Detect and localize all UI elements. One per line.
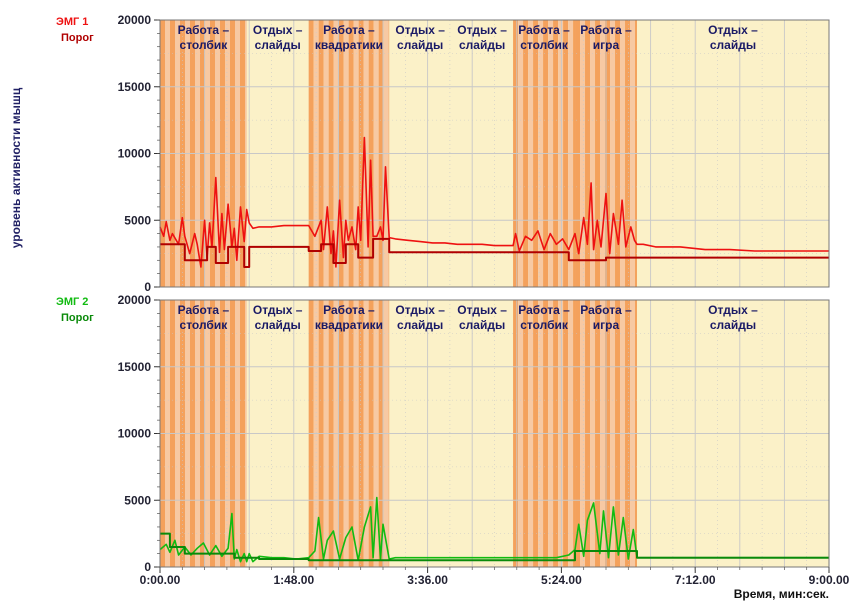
period-label-line2: квадратики [315,38,383,52]
period-label-line1: Работа – [580,23,632,37]
period-label-line2: слайды [710,38,756,52]
period-label-line1: Работа – [178,23,230,37]
threshold-series-line [160,532,829,562]
y-tick-label: 10000 [118,147,152,161]
period-label-line1: Отдых – [253,303,303,317]
y-tick-label: 0 [144,280,151,294]
period-label-line1: Отдых – [395,303,445,317]
period-label-line1: Работа – [178,303,230,317]
period-label-line1: Отдых – [708,23,758,37]
x-tick-label: 7:12.00 [675,573,716,587]
period-label-line2: слайды [255,318,301,332]
period-label-line2: столбик [520,38,569,52]
x-tick-label: 5:24.00 [541,573,582,587]
period-label-line1: Отдых – [457,303,507,317]
period-label-line2: слайды [459,38,505,52]
y-tick-label: 20000 [118,293,152,307]
period-label-line1: Отдых – [395,23,445,37]
x-tick-label: 0:00.00 [140,573,181,587]
y-tick-label: 5000 [124,213,151,227]
y-tick-label: 10000 [118,427,152,441]
x-tick-label: 1:48.00 [273,573,314,587]
period-label-line1: Отдых – [708,303,758,317]
period-label-line2: слайды [710,318,756,332]
period-label-line2: слайды [397,318,443,332]
period-label-line2: игра [593,318,620,332]
legend-threshold-label: Порог [61,312,94,324]
period-label-line2: слайды [255,38,301,52]
period-label-line2: столбик [180,38,229,52]
emg2-series-line [159,496,829,563]
period-label-line2: слайды [397,38,443,52]
y-tick-label: 15000 [118,80,152,94]
period-label-line1: Работа – [518,303,570,317]
legend-series-label: ЭМГ 1 [56,16,88,28]
x-tick-label: 3:36.00 [407,573,448,587]
threshold-series-line [160,237,829,268]
legend-threshold-label: Порог [61,32,94,44]
emg1-series-line [159,136,829,268]
period-label-line2: игра [593,38,620,52]
y-tick-label: 15000 [118,360,152,374]
period-label-line1: Отдых – [457,23,507,37]
period-label-line1: Работа – [323,23,375,37]
y-tick-label: 20000 [118,13,152,27]
period-label-line1: Работа – [580,303,632,317]
y-tick-label: 0 [144,560,151,574]
period-label-line2: столбик [180,318,229,332]
period-label-line2: квадратики [315,318,383,332]
period-label-line2: слайды [459,318,505,332]
x-axis-title: Время, мин:сек. [734,587,829,601]
period-label-line1: Отдых – [253,23,303,37]
period-label-line2: столбик [520,318,569,332]
period-label-line1: Работа – [518,23,570,37]
y-axis-title: уровень активности мышц [9,87,23,248]
y-tick-label: 5000 [124,493,151,507]
legend-series-label: ЭМГ 2 [56,296,88,308]
x-tick-label: 9:00.00 [809,573,850,587]
period-label-line1: Работа – [323,303,375,317]
